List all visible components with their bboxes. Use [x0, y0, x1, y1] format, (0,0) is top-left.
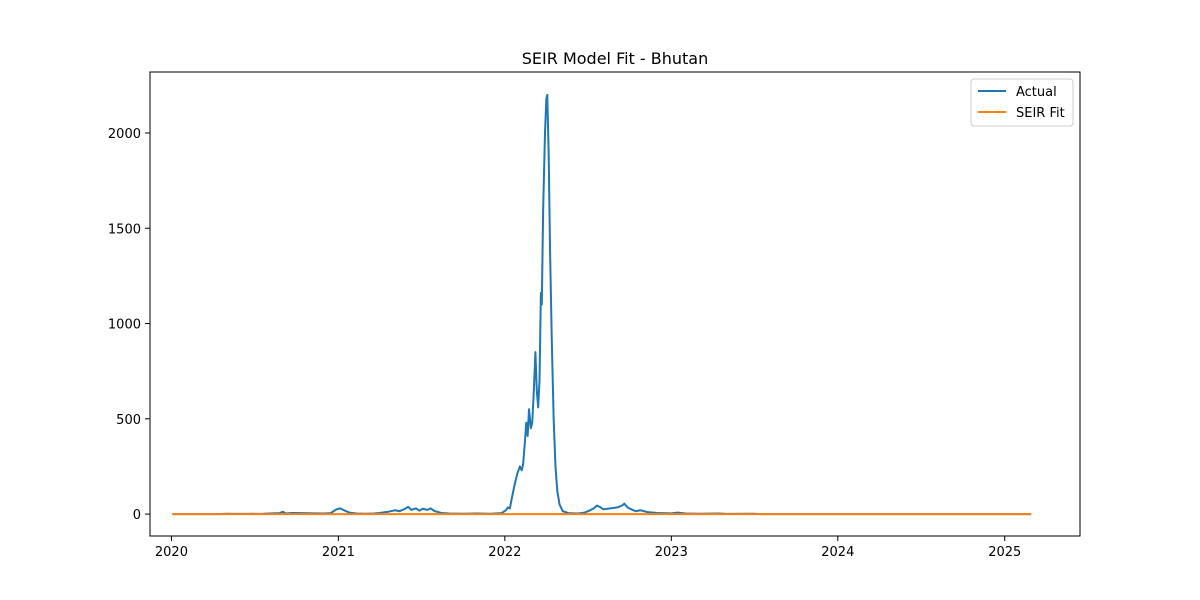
x-tick-label-2023: 2023 [655, 545, 688, 560]
legend-label-seir-fit: SEIR Fit [1016, 106, 1065, 121]
y-tick-label-2000: 2000 [108, 127, 141, 142]
x-tick-label-2024: 2024 [821, 545, 854, 560]
x-tick-label-2022: 2022 [488, 545, 521, 560]
chart-title: SEIR Model Fit - Bhutan [522, 49, 709, 68]
y-tick-label-500: 500 [116, 413, 141, 428]
y-tick-label-1000: 1000 [108, 318, 141, 333]
y-tick-label-0: 0 [133, 508, 141, 523]
legend: Actual SEIR Fit [970, 78, 1074, 127]
y-axis: 0 500 1000 1500 2000 [108, 127, 150, 523]
plot-area [172, 93, 1032, 516]
x-tick-label-2020: 2020 [155, 545, 188, 560]
y-tick-label-1500: 1500 [108, 222, 141, 237]
x-tick-label-2021: 2021 [322, 545, 355, 560]
axes-frame [149, 71, 1081, 537]
series-line-actual [172, 93, 1032, 516]
x-axis: 2020 2021 2022 2023 2024 2025 [155, 536, 1021, 560]
legend-label-actual: Actual [1016, 85, 1057, 100]
x-tick-label-2025: 2025 [988, 545, 1021, 560]
